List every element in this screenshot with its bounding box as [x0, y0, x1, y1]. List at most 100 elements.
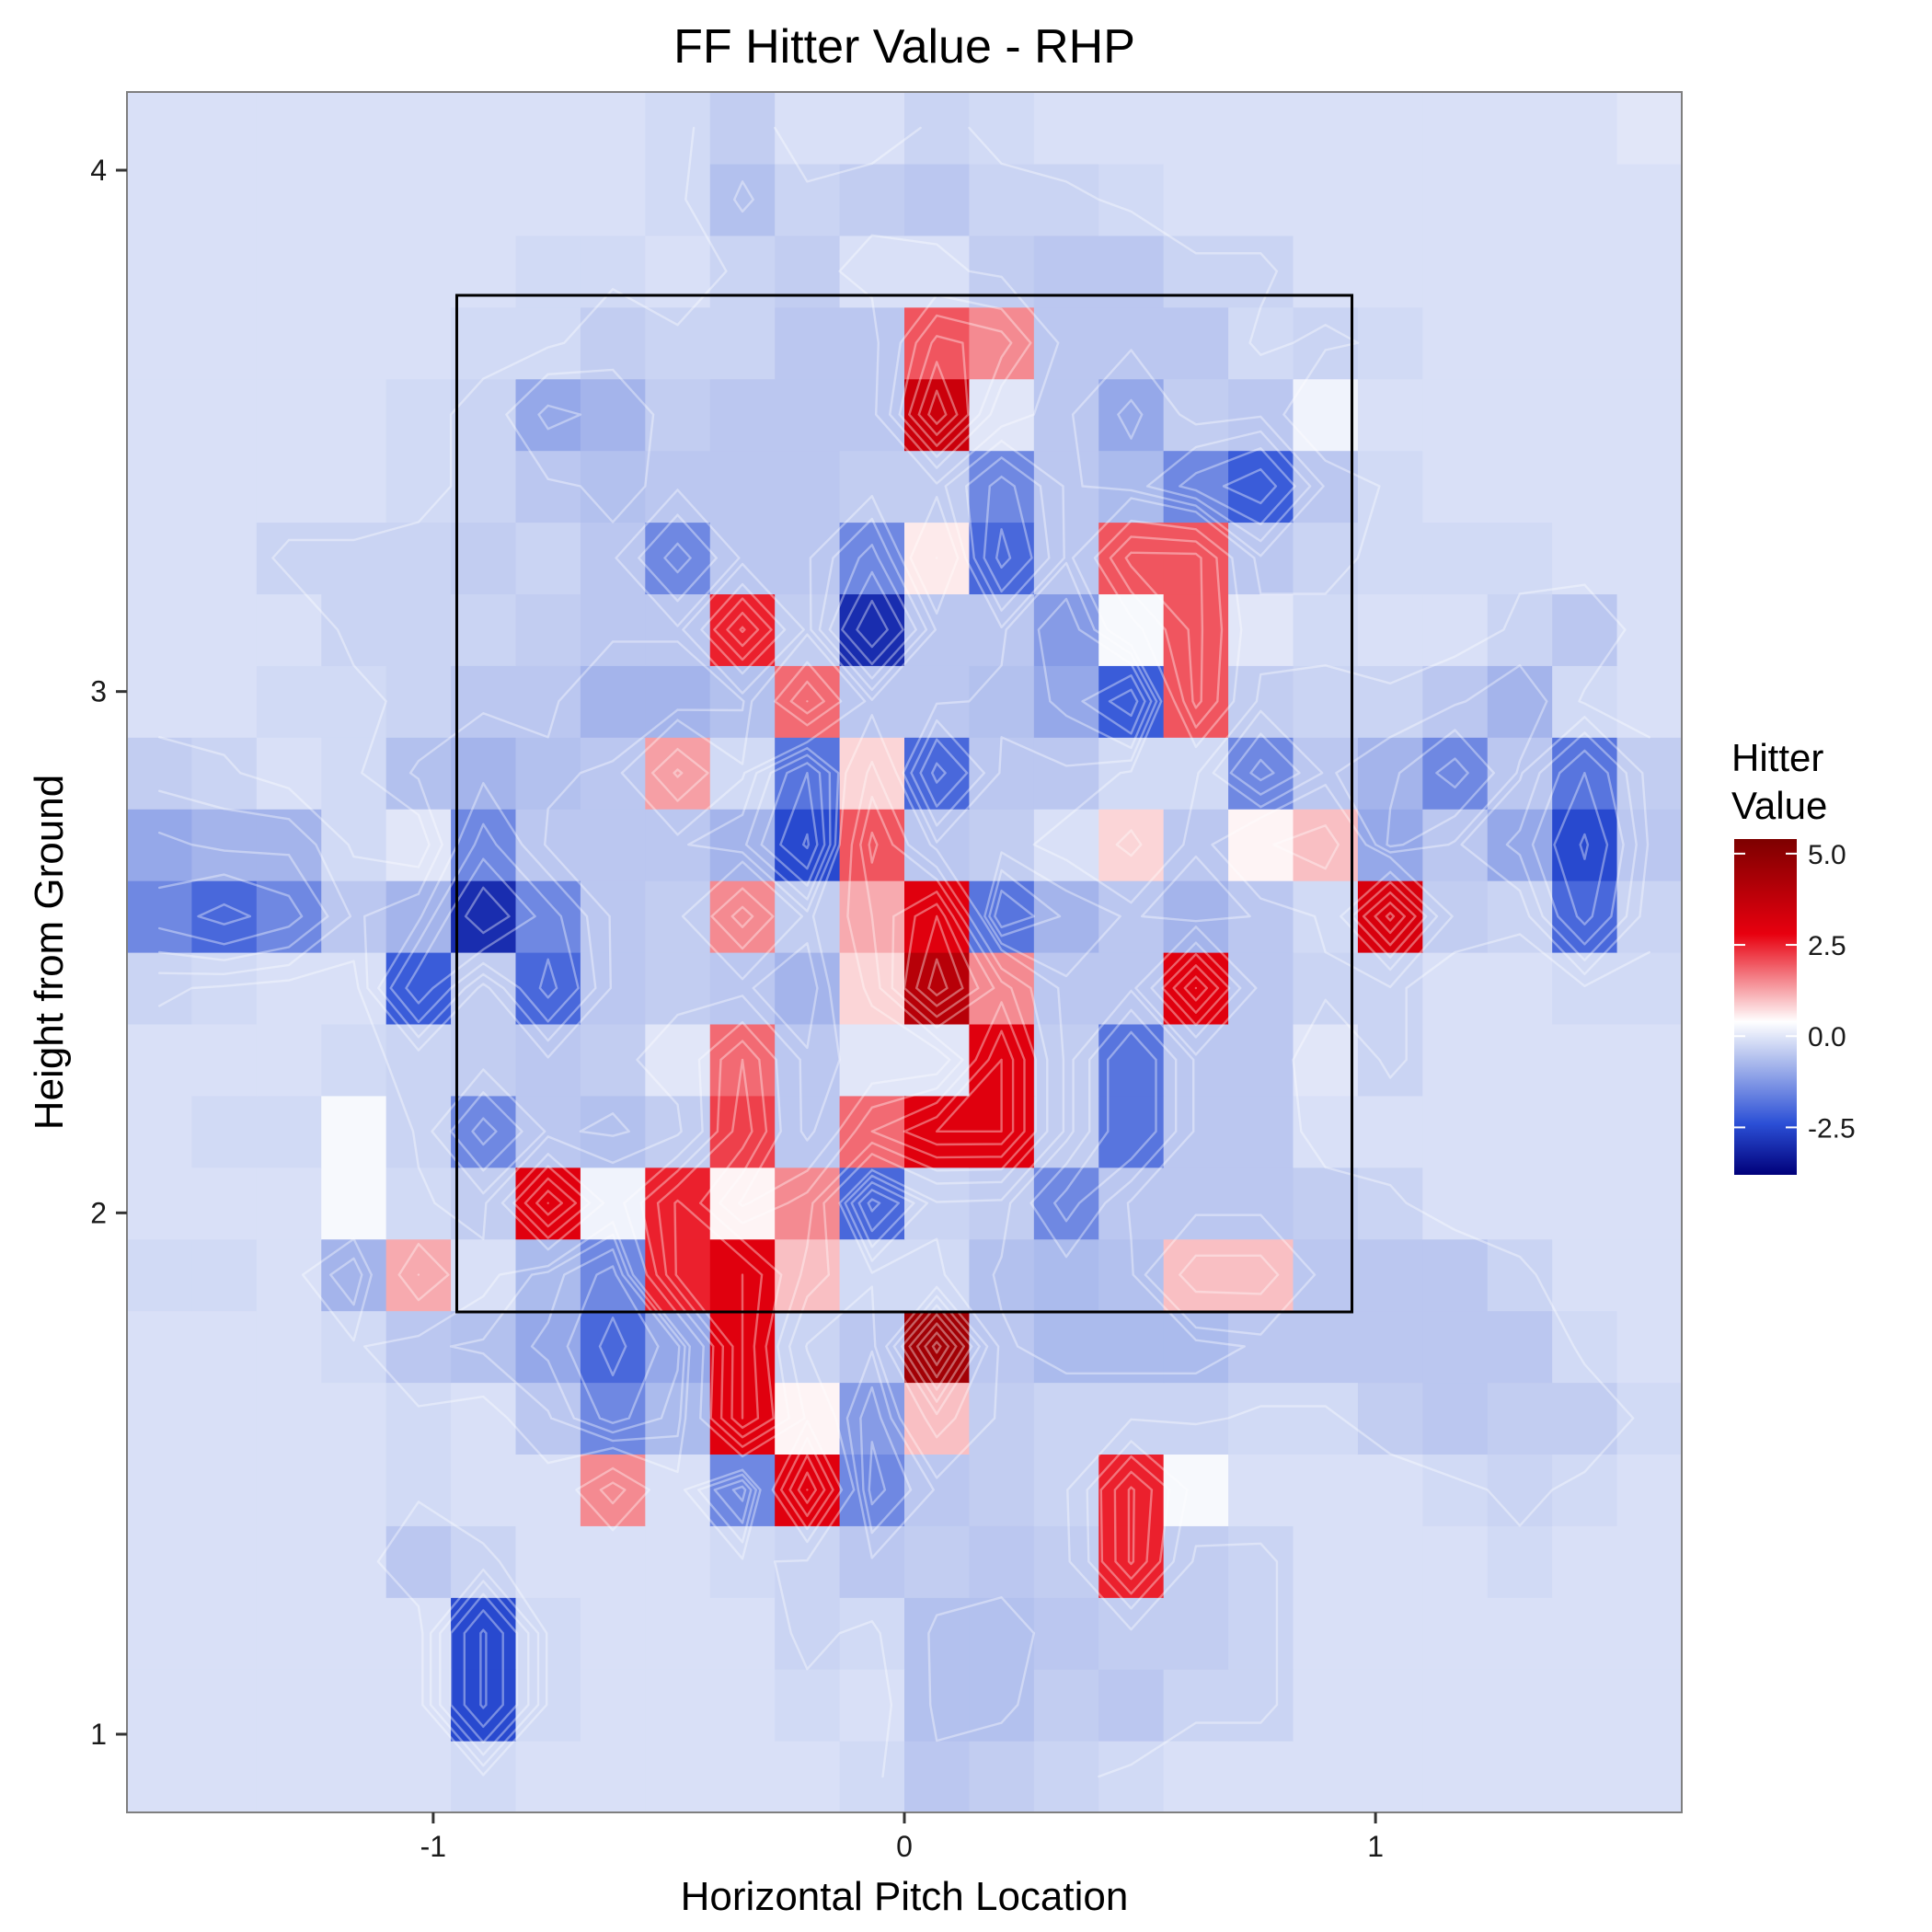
- heat-cell: [775, 952, 841, 1025]
- heat-cell: [1228, 1454, 1294, 1526]
- heat-cell: [580, 880, 646, 953]
- heat-cell: [1228, 92, 1294, 165]
- heat-cell: [839, 880, 905, 953]
- heat-cell: [515, 1669, 581, 1742]
- heat-cell: [709, 522, 776, 595]
- heat-cell: [1616, 1382, 1682, 1455]
- heat-cell: [1357, 1023, 1423, 1097]
- heat-cell: [1293, 1095, 1359, 1168]
- heat-cell: [1616, 737, 1682, 810]
- heat-cell: [645, 1741, 711, 1812]
- heat-cell: [1487, 1238, 1553, 1312]
- heat-cell: [969, 1454, 1035, 1526]
- heat-cell: [321, 522, 387, 595]
- heat-cell: [256, 306, 322, 380]
- heat-cell: [1487, 1023, 1553, 1097]
- heat-cell: [1357, 1597, 1423, 1670]
- heat-cell: [969, 880, 1035, 953]
- heat-cell: [709, 1095, 776, 1168]
- heat-cell: [1487, 92, 1553, 165]
- heat-cell: [839, 1525, 905, 1598]
- heat-cell: [515, 1310, 581, 1384]
- heat-cell: [256, 1167, 322, 1240]
- heat-cell: [1487, 737, 1553, 810]
- heat-cell: [191, 1095, 258, 1168]
- heat-cell: [451, 809, 517, 881]
- heat-cell: [256, 1525, 322, 1598]
- heat-cell: [451, 235, 517, 308]
- strike-zone-box: [454, 293, 1354, 1314]
- heat-cell: [904, 450, 971, 523]
- heat-cell: [1163, 1454, 1229, 1526]
- heat-cell: [191, 1597, 258, 1670]
- heat-cell: [580, 1454, 646, 1526]
- heat-cell: [645, 880, 711, 953]
- heat-cell: [256, 737, 322, 810]
- heat-cell: [1293, 1023, 1359, 1097]
- heat-cell: [127, 665, 193, 738]
- heat-cell: [1552, 450, 1618, 523]
- heat-cell: [1228, 306, 1294, 380]
- heat-cell: [969, 235, 1035, 308]
- heat-cell: [709, 450, 776, 523]
- heat-cell: [451, 1382, 517, 1455]
- heat-cell: [451, 1454, 517, 1526]
- heat-cell: [1552, 593, 1618, 666]
- heat-cell: [127, 1525, 193, 1598]
- heat-cell: [515, 163, 581, 236]
- heat-cell: [580, 306, 646, 380]
- heat-cell: [321, 665, 387, 738]
- heat-cell: [709, 665, 776, 738]
- heat-cell: [385, 378, 452, 452]
- heat-cell: [1422, 306, 1489, 380]
- heat-cell: [709, 235, 776, 308]
- heat-cell: [1098, 163, 1165, 236]
- heat-cell: [1033, 880, 1099, 953]
- heat-cell: [1552, 1238, 1618, 1312]
- heat-cell: [775, 1238, 841, 1312]
- heat-cell: [256, 1238, 322, 1312]
- heat-cell: [127, 593, 193, 666]
- heat-cell: [1293, 378, 1359, 452]
- contour-line: [158, 180, 1650, 1767]
- heat-cell: [1487, 378, 1553, 452]
- heat-cell: [839, 1382, 905, 1455]
- heat-cell: [1293, 1310, 1359, 1384]
- heat-cell: [1098, 1095, 1165, 1168]
- heat-cell: [775, 1382, 841, 1455]
- heat-cell: [580, 92, 646, 165]
- heat-cell: [839, 1167, 905, 1240]
- heat-cell: [256, 163, 322, 236]
- contour-line: [158, 447, 1625, 1743]
- heat-cell: [839, 378, 905, 452]
- heat-cell: [1033, 809, 1099, 881]
- heat-cell: [775, 1167, 841, 1240]
- heat-cell: [1422, 1167, 1489, 1240]
- heat-cell: [385, 1167, 452, 1240]
- heat-cell: [1552, 1525, 1618, 1598]
- heat-cell: [191, 306, 258, 380]
- heat-cell: [904, 809, 971, 881]
- heat-cell: [1487, 1310, 1553, 1384]
- heat-cell: [1098, 809, 1165, 881]
- heat-cell: [1293, 1238, 1359, 1312]
- heat-cell: [1616, 163, 1682, 236]
- heat-cell: [709, 378, 776, 452]
- heat-cell: [1163, 306, 1229, 380]
- heat-cell: [1163, 1023, 1229, 1097]
- heat-cell: [127, 880, 193, 953]
- heat-cell: [1616, 880, 1682, 953]
- heat-cell: [385, 522, 452, 595]
- heat-cell: [515, 522, 581, 595]
- heat-cell: [1293, 1669, 1359, 1742]
- heat-cell: [709, 1310, 776, 1384]
- heat-cell: [385, 92, 452, 165]
- heat-cell: [256, 809, 322, 881]
- heat-cell: [1228, 235, 1294, 308]
- heat-cell: [580, 1741, 646, 1812]
- heat-cell: [1033, 952, 1099, 1025]
- heat-cell: [191, 1310, 258, 1384]
- heat-cell: [1422, 880, 1489, 953]
- heat-cell: [127, 1167, 193, 1240]
- heat-cell: [1616, 665, 1682, 738]
